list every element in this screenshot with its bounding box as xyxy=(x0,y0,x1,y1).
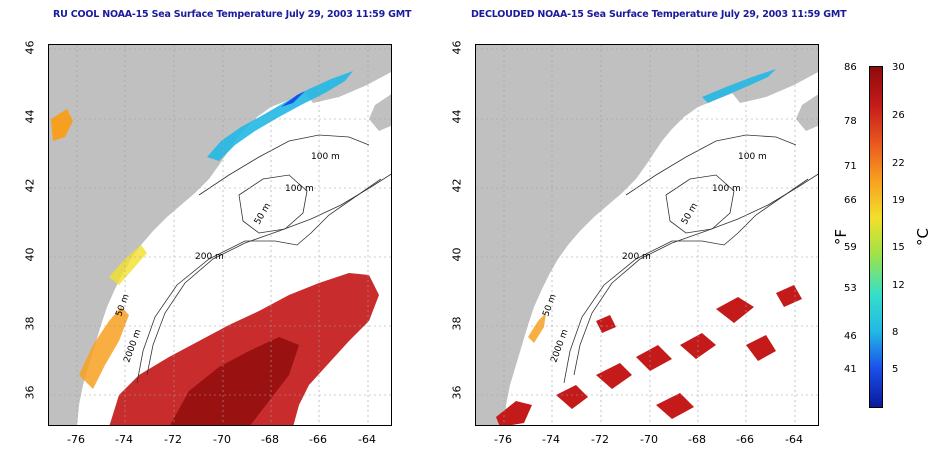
celsius-tick: 12 xyxy=(892,280,905,291)
y-tick: 38 xyxy=(450,316,464,331)
warm-bay-water xyxy=(51,109,73,141)
right-map-svg: 100 m 100 m 50 m 200 m 50 m 2000 m xyxy=(476,45,818,425)
contour-label: 100 m xyxy=(285,184,314,194)
right-sst-map: 100 m 100 m 50 m 200 m 50 m 2000 m xyxy=(475,44,819,426)
contour-label: 100 m xyxy=(738,152,767,162)
x-tick: -72 xyxy=(164,433,182,446)
contour-label: 2000 m xyxy=(122,328,143,364)
y-tick: 38 xyxy=(23,316,37,331)
x-tick: -64 xyxy=(785,433,803,446)
contour-label: 50 m xyxy=(541,293,558,318)
y-tick: 44 xyxy=(23,109,37,124)
x-tick: -76 xyxy=(494,433,512,446)
bathymetry-contours xyxy=(563,134,818,384)
fahrenheit-tick: 41 xyxy=(844,364,857,375)
celsius-tick: 26 xyxy=(892,110,905,121)
celsius-tick: 5 xyxy=(892,364,899,375)
x-tick: -74 xyxy=(115,433,133,446)
x-tick: -66 xyxy=(736,433,754,446)
island-land xyxy=(369,94,391,131)
graticule xyxy=(476,45,818,425)
fahrenheit-tick: 66 xyxy=(844,195,857,206)
x-tick: -68 xyxy=(688,433,706,446)
fahrenheit-tick: 71 xyxy=(844,161,857,172)
left-sst-map: 100 m 100 m 50 m 200 m 50 m 2000 m xyxy=(48,44,392,426)
y-tick: 46 xyxy=(23,40,37,55)
warm-shelf-yellow xyxy=(109,245,147,285)
bathymetry-contours xyxy=(136,134,391,384)
x-tick: -72 xyxy=(591,433,609,446)
x-tick: -70 xyxy=(213,433,231,446)
fahrenheit-tick: 59 xyxy=(844,242,857,253)
celsius-tick: 15 xyxy=(892,242,905,253)
contour-label: 50 m xyxy=(114,293,131,318)
contour-label: 100 m xyxy=(311,152,340,162)
y-tick: 44 xyxy=(450,109,464,124)
fahrenheit-tick: 86 xyxy=(844,62,857,73)
celsius-tick: 19 xyxy=(892,195,905,206)
fahrenheit-tick: 53 xyxy=(844,283,857,294)
x-tick: -66 xyxy=(309,433,327,446)
x-tick: -64 xyxy=(358,433,376,446)
left-map-svg: 100 m 100 m 50 m 200 m 50 m 2000 m xyxy=(49,45,391,425)
celsius-unit-label: °C xyxy=(913,228,932,246)
warm-shelf-water xyxy=(79,307,129,389)
y-tick: 40 xyxy=(450,247,464,262)
contour-label: 2000 m xyxy=(549,328,570,364)
fahrenheit-tick: 46 xyxy=(844,331,857,342)
left-map-title: RU COOL NOAA-15 Sea Surface Temperature … xyxy=(53,9,412,20)
warm-water-gulfstream xyxy=(109,273,379,425)
celsius-tick: 8 xyxy=(892,327,899,338)
graticule xyxy=(49,45,391,425)
nova-scotia-land xyxy=(726,49,818,103)
contour-label: 200 m xyxy=(195,252,224,262)
y-tick: 40 xyxy=(23,247,37,262)
cool-water-deep xyxy=(281,91,305,107)
x-tick: -76 xyxy=(67,433,85,446)
celsius-tick: 30 xyxy=(892,62,905,73)
y-tick: 36 xyxy=(23,385,37,400)
contour-label: 200 m xyxy=(622,252,651,262)
warm-shelf-water xyxy=(528,313,546,343)
land-mass xyxy=(476,45,818,425)
y-tick: 42 xyxy=(450,178,464,193)
warm-water-fragments xyxy=(496,285,802,425)
x-tick: -74 xyxy=(542,433,560,446)
right-map-title: DECLOUDED NOAA-15 Sea Surface Temperatur… xyxy=(471,9,847,20)
fahrenheit-tick: 78 xyxy=(844,116,857,127)
y-tick: 46 xyxy=(450,40,464,55)
x-tick: -70 xyxy=(640,433,658,446)
contour-label: 100 m xyxy=(712,184,741,194)
contour-label: 50 m xyxy=(680,202,700,227)
cool-water-patch xyxy=(207,71,353,161)
x-tick: -68 xyxy=(261,433,279,446)
cool-water-patch xyxy=(702,69,776,103)
warm-water-dark xyxy=(170,337,299,425)
land-mass xyxy=(49,45,391,425)
temperature-colorbar xyxy=(869,66,883,408)
fahrenheit-unit-label: °F xyxy=(832,228,851,246)
contour-label: 50 m xyxy=(253,202,273,227)
celsius-tick: 22 xyxy=(892,158,905,169)
y-tick: 36 xyxy=(450,385,464,400)
island-land xyxy=(796,94,818,131)
y-tick: 42 xyxy=(23,178,37,193)
